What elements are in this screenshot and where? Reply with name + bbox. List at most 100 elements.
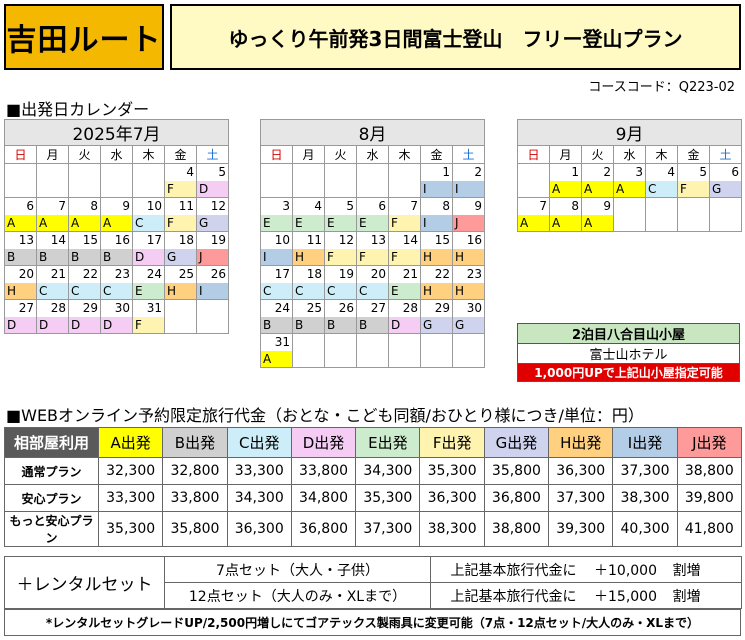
- day-number: [357, 334, 388, 351]
- departure-code: [101, 181, 132, 197]
- day-number: [293, 164, 324, 181]
- day-number: 9: [122, 199, 130, 213]
- day-number: [325, 164, 356, 181]
- calendar-day: 12 F: [324, 231, 357, 266]
- calendar-day: [420, 333, 453, 368]
- departure-code: [325, 351, 356, 367]
- day-number: [69, 164, 100, 181]
- route-title: 吉田ルート: [4, 4, 164, 70]
- calendar-day: 15 H: [420, 231, 453, 266]
- day-number: 28: [402, 301, 418, 315]
- day-number: 6: [731, 165, 739, 179]
- departure-code: I: [261, 249, 292, 265]
- day-number: 27: [18, 301, 34, 315]
- departure-code: F: [389, 215, 420, 231]
- day-number: 22: [82, 267, 98, 281]
- departure-code: A: [69, 215, 100, 231]
- day-number: 12: [210, 199, 226, 213]
- departure-code: D: [101, 317, 132, 333]
- day-number: 16: [466, 233, 482, 247]
- day-number: 3: [635, 165, 643, 179]
- price-column-header: A出発: [97, 427, 164, 458]
- calendar-day: [292, 333, 325, 368]
- price-cell: 35,300: [355, 484, 421, 512]
- calendar-day: [517, 163, 550, 198]
- calendar-day: 19 C: [324, 265, 357, 300]
- departure-code: C: [69, 283, 100, 299]
- calendar-day: 25 B: [292, 299, 325, 334]
- day-number: [37, 164, 68, 181]
- rental-suffix: 割増: [670, 582, 742, 609]
- calendar-day: 12 G: [196, 197, 229, 232]
- calendar-day: [100, 163, 133, 198]
- weekday-header: 金: [164, 145, 197, 164]
- price-cell: 38,800: [483, 511, 550, 547]
- calendar-day: [356, 333, 389, 368]
- day-number: 19: [338, 267, 354, 281]
- calendar-day: 24 B: [260, 299, 293, 334]
- departure-code: C: [101, 283, 132, 299]
- price-cell: 32,800: [162, 457, 228, 485]
- weekday-header: 火: [581, 145, 614, 164]
- departure-code: [261, 181, 292, 197]
- departure-code: D: [133, 249, 164, 265]
- weekday-header: 火: [68, 145, 101, 164]
- departure-code: B: [5, 249, 36, 265]
- day-number: 4: [667, 165, 675, 179]
- calendar-day: 29 G: [420, 299, 453, 334]
- departure-code: C: [325, 283, 356, 299]
- day-number: 29: [82, 301, 98, 315]
- price-cell: 37,300: [612, 457, 678, 485]
- calendar-day: 27 D: [4, 299, 37, 334]
- weekday-header: 水: [613, 145, 646, 164]
- departure-code: B: [325, 317, 356, 333]
- price-column-header: H出発: [548, 427, 614, 458]
- departure-code: C: [261, 283, 292, 299]
- calendar-day: 30 G: [452, 299, 485, 334]
- departure-code: F: [389, 249, 420, 265]
- day-number: 13: [18, 233, 34, 247]
- calendar-day: [324, 163, 357, 198]
- day-number: 8: [571, 199, 579, 213]
- day-number: 20: [370, 267, 386, 281]
- day-number: 13: [370, 233, 386, 247]
- departure-code: [453, 351, 484, 367]
- calendar-day: [324, 333, 357, 368]
- rental-table: ＋レンタルセット 7点セット（大人・子供） 上記基本旅行代金に ＋10,000 …: [4, 556, 742, 609]
- day-number: 16: [114, 233, 130, 247]
- day-number: 10: [274, 233, 290, 247]
- day-number: [325, 334, 356, 351]
- weekday-header: 日: [517, 145, 550, 164]
- departure-code: A: [550, 181, 581, 197]
- day-number: 25: [306, 301, 322, 315]
- departure-code: E: [293, 215, 324, 231]
- calendar-day: [677, 197, 710, 232]
- calendar-day: 23 H: [452, 265, 485, 300]
- day-number: [710, 198, 741, 215]
- rental-price: ＋10,000: [580, 556, 671, 583]
- departure-code: C: [133, 215, 164, 231]
- departure-code: D: [5, 317, 36, 333]
- departure-code: D: [69, 317, 100, 333]
- price-cell: 39,800: [676, 484, 742, 512]
- price-cell: 36,800: [290, 511, 357, 547]
- calendar-day: 22 H: [420, 265, 453, 300]
- departure-code: F: [165, 181, 196, 197]
- departure-code: [389, 181, 420, 197]
- departure-code: G: [165, 249, 196, 265]
- weekday-header: 木: [132, 145, 165, 164]
- day-number: 24: [274, 301, 290, 315]
- price-table: 相部屋利用 A出発 B出発 C出発 D出発 E出発 F出発 G出発 H出発 I出発 J出発 通常プラン…: [4, 427, 742, 547]
- calendar-day: [4, 163, 37, 198]
- day-number: 5: [218, 165, 226, 179]
- departure-code: B: [69, 249, 100, 265]
- price-row-label: もっと安心プラン: [4, 511, 99, 547]
- departure-code: H: [421, 283, 452, 299]
- price-cell: 36,300: [548, 457, 614, 485]
- calendar-day: 26 I: [196, 265, 229, 300]
- weekday-header: 日: [260, 145, 293, 164]
